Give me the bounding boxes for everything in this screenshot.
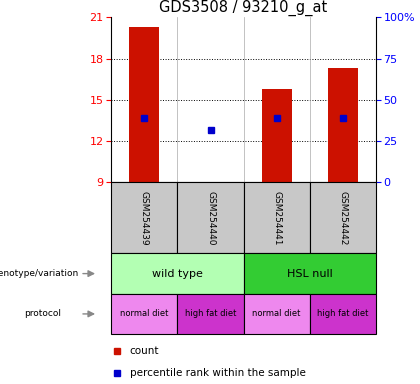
Text: normal diet: normal diet [120,310,168,318]
Bar [178,294,244,334]
Text: GSM254439: GSM254439 [140,190,149,245]
Bar [328,68,358,182]
Bar [111,182,178,253]
Bar [244,182,310,253]
Title: GDS3508 / 93210_g_at: GDS3508 / 93210_g_at [160,0,328,16]
Text: GSM254440: GSM254440 [206,191,215,245]
Bar [244,294,310,334]
Text: count: count [130,346,159,356]
Text: GSM254442: GSM254442 [339,191,347,245]
Text: percentile rank within the sample: percentile rank within the sample [130,368,306,378]
Text: high fat diet: high fat diet [185,310,236,318]
Bar [111,294,178,334]
Bar [111,253,244,294]
Text: protocol: protocol [24,310,61,318]
Text: genotype/variation: genotype/variation [0,269,79,278]
Text: HSL null: HSL null [287,268,333,279]
Bar [310,294,376,334]
Text: high fat diet: high fat diet [317,310,368,318]
Bar [310,182,376,253]
Text: normal diet: normal diet [252,310,301,318]
Bar [244,253,376,294]
Bar [129,27,159,182]
Bar [262,89,291,182]
Bar [178,182,244,253]
Text: GSM254441: GSM254441 [272,191,281,245]
Text: wild type: wild type [152,268,203,279]
